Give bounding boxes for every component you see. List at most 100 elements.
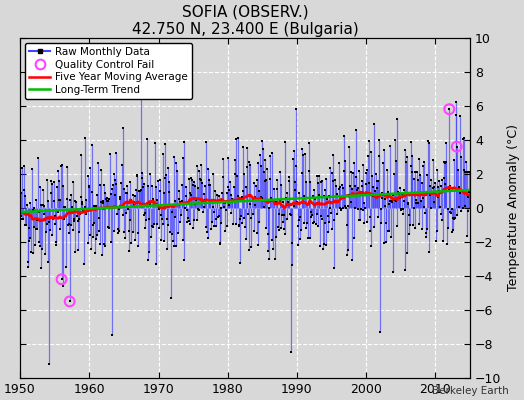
Point	[83, 207, 91, 213]
Point	[26, 235, 35, 241]
Point	[58, 276, 66, 282]
Point	[311, 201, 320, 208]
Point	[375, 137, 383, 143]
Point	[442, 158, 451, 165]
Point	[376, 206, 385, 212]
Point	[362, 181, 370, 187]
Point	[156, 188, 164, 194]
Point	[198, 180, 206, 187]
Point	[290, 179, 299, 185]
Point	[197, 162, 205, 169]
Point	[342, 205, 350, 211]
Point	[202, 224, 210, 230]
Point	[447, 210, 455, 216]
Point	[193, 184, 202, 191]
Point	[128, 192, 137, 199]
Point	[233, 193, 242, 199]
Point	[110, 171, 118, 177]
Point	[207, 226, 215, 232]
Point	[25, 238, 34, 244]
Point	[315, 191, 323, 198]
Point	[323, 229, 332, 235]
Point	[407, 139, 415, 146]
Point	[101, 190, 110, 196]
Point	[420, 159, 429, 165]
Point	[344, 247, 352, 253]
Point	[397, 207, 405, 213]
Point	[108, 332, 116, 339]
Point	[444, 187, 453, 194]
Point	[334, 160, 343, 166]
Point	[302, 200, 311, 207]
Point	[315, 172, 324, 179]
Point	[95, 214, 103, 221]
Point	[235, 222, 243, 228]
Point	[81, 204, 89, 210]
Point	[241, 224, 249, 230]
Point	[48, 232, 57, 238]
Point	[369, 224, 378, 230]
Point	[170, 243, 178, 249]
Point	[187, 192, 195, 198]
Point	[427, 204, 435, 211]
Point	[36, 243, 45, 250]
Point	[296, 236, 304, 243]
Point	[435, 178, 444, 185]
Point	[123, 183, 131, 190]
Point	[413, 176, 422, 183]
Point	[274, 223, 282, 230]
Point	[351, 204, 359, 211]
Point	[331, 177, 339, 183]
Point	[148, 183, 156, 189]
Point	[185, 176, 193, 182]
Point	[227, 192, 235, 198]
Point	[392, 198, 400, 204]
Point	[322, 175, 330, 182]
Point	[304, 168, 313, 174]
Point	[180, 139, 188, 146]
Point	[188, 177, 196, 183]
Point	[241, 214, 249, 221]
Point	[58, 162, 67, 168]
Point	[27, 166, 36, 172]
Point	[205, 181, 214, 188]
Point	[112, 149, 121, 156]
Point	[459, 205, 467, 212]
Point	[163, 165, 172, 171]
Point	[196, 176, 205, 183]
Point	[157, 212, 166, 218]
Point	[218, 190, 226, 196]
Point	[260, 169, 268, 175]
Point	[292, 106, 300, 113]
Point	[341, 158, 350, 164]
Point	[346, 199, 355, 205]
Point	[103, 194, 111, 201]
Point	[332, 183, 341, 189]
Point	[308, 212, 316, 218]
Point	[150, 201, 158, 208]
Point	[423, 226, 432, 232]
Point	[317, 213, 325, 220]
Point	[181, 184, 190, 190]
Point	[211, 187, 219, 194]
Point	[250, 228, 258, 235]
Point	[347, 169, 355, 175]
Point	[355, 217, 363, 223]
Point	[247, 244, 255, 250]
Point	[59, 183, 68, 190]
Point	[300, 220, 309, 226]
Point	[457, 208, 466, 214]
Point	[70, 218, 79, 224]
Point	[148, 224, 157, 230]
Point	[438, 176, 446, 183]
Point	[378, 190, 387, 196]
Point	[249, 210, 257, 217]
Point	[358, 162, 367, 168]
Point	[230, 198, 238, 204]
Point	[232, 220, 241, 227]
Point	[73, 247, 82, 253]
Point	[245, 158, 253, 165]
Point	[171, 198, 179, 204]
Point	[186, 220, 194, 227]
Point	[338, 182, 346, 188]
